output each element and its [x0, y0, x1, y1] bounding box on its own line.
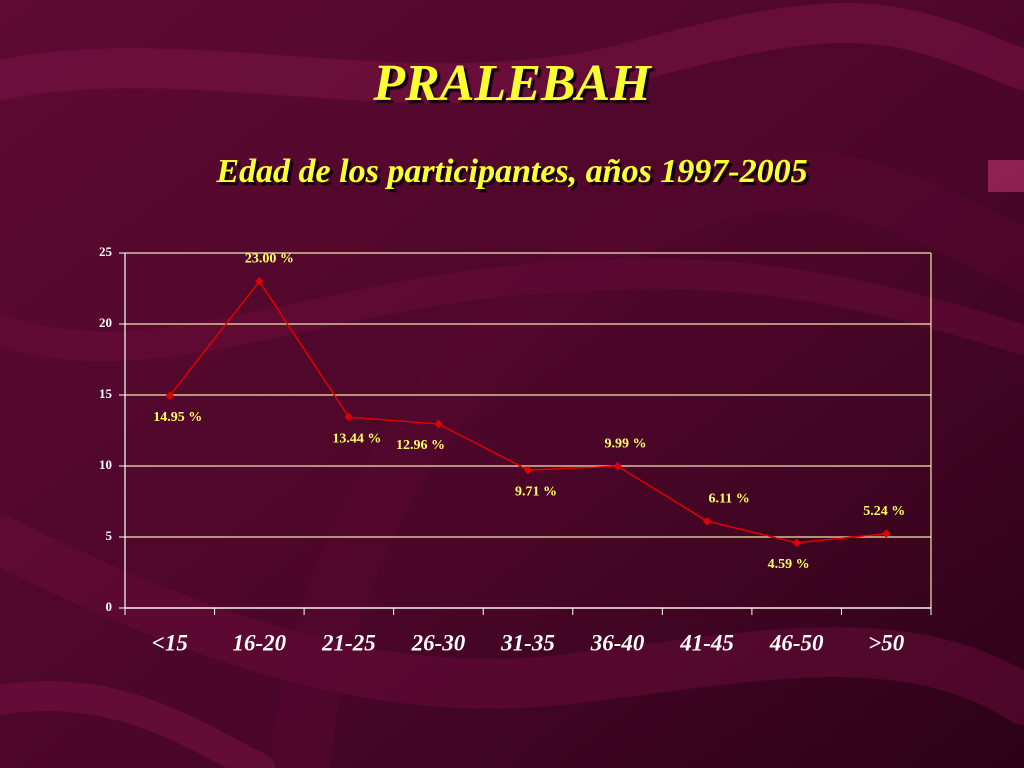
y-tick-label: 20: [99, 315, 112, 330]
decoration: [0, 3, 1024, 768]
value-label: 23.00 %: [245, 252, 294, 267]
x-tick-label: >50: [868, 630, 905, 655]
y-tick-label: 10: [99, 457, 112, 472]
x-tick-label: 46-50: [769, 630, 824, 655]
chart-title: PRALEBAH: [372, 55, 652, 112]
x-tick-label: 36-40: [590, 630, 645, 655]
marker: [255, 277, 264, 286]
value-label: 4.59 %: [768, 557, 810, 572]
y-tick-label: 5: [106, 528, 113, 543]
x-tick-label: 26-30: [411, 630, 466, 655]
marker: [165, 391, 175, 400]
value-label: 6.11 %: [708, 491, 749, 506]
x-tick-label: 16-20: [232, 630, 286, 655]
marker: [523, 465, 533, 475]
value-label: 9.99 %: [605, 436, 647, 451]
chart-subtitle: Edad de los participantes, años 1997-200…: [215, 153, 807, 190]
value-label: 13.44 %: [332, 431, 381, 446]
marker: [881, 529, 891, 538]
marker: [702, 516, 712, 526]
value-label: 9.71 %: [515, 484, 557, 499]
x-tick-label: <15: [152, 630, 188, 655]
value-label: 14.95 %: [153, 410, 202, 425]
y-tick-label: 25: [99, 244, 113, 259]
marker: [613, 461, 622, 471]
y-tick-label: 0: [106, 599, 113, 614]
value-label: 5.24 %: [863, 504, 905, 519]
x-tick-label: 21-25: [321, 630, 376, 655]
x-tick-label: 31-35: [500, 630, 555, 655]
x-tick-label: 41-45: [679, 630, 734, 655]
marker: [344, 412, 354, 422]
value-label: 12.96 %: [396, 438, 445, 453]
y-tick-label: 15: [99, 386, 113, 401]
marker: [434, 419, 443, 429]
marker: [792, 538, 801, 548]
decoration-block: [988, 160, 1024, 192]
